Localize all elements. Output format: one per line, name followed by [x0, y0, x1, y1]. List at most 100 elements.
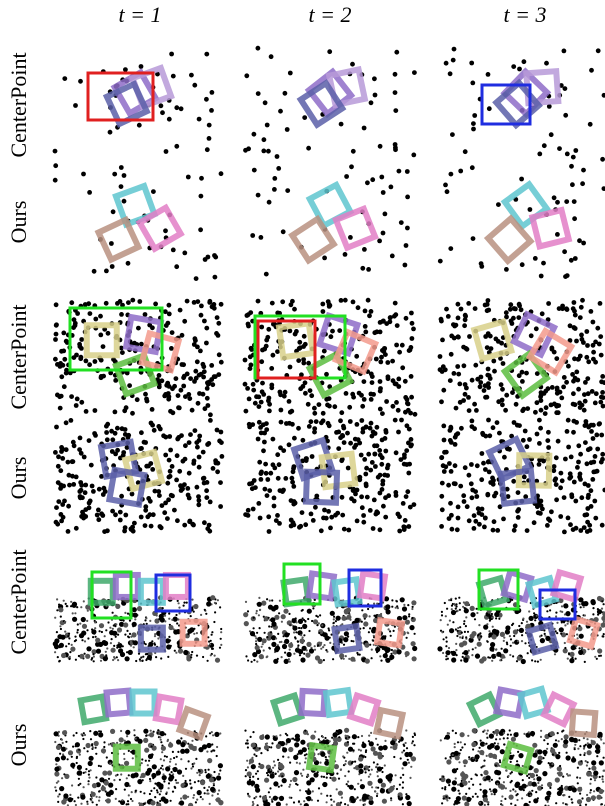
point — [560, 478, 565, 483]
point — [261, 601, 266, 606]
point — [104, 635, 106, 637]
point — [412, 646, 417, 651]
point — [468, 787, 470, 789]
point — [359, 799, 361, 801]
point — [576, 634, 578, 636]
point — [408, 752, 413, 757]
point — [566, 445, 571, 450]
point — [510, 761, 512, 763]
point — [485, 493, 490, 498]
point — [455, 649, 457, 651]
point — [158, 783, 163, 788]
point — [130, 298, 135, 303]
point — [447, 624, 449, 626]
point — [115, 636, 117, 638]
point — [470, 612, 475, 617]
point — [364, 756, 366, 758]
point — [349, 164, 354, 169]
point — [541, 784, 543, 786]
point — [405, 729, 407, 731]
point — [248, 354, 253, 359]
point — [507, 737, 509, 739]
point — [213, 771, 215, 773]
point — [256, 610, 258, 612]
point — [126, 300, 131, 305]
point — [344, 391, 349, 396]
point — [156, 770, 161, 775]
point — [294, 742, 299, 747]
point — [480, 635, 482, 637]
point — [391, 649, 393, 651]
point — [299, 638, 304, 643]
point — [569, 737, 574, 742]
point — [585, 529, 590, 534]
point — [104, 269, 109, 274]
point — [399, 457, 404, 462]
point — [329, 642, 331, 644]
point — [321, 411, 326, 416]
point — [517, 67, 522, 72]
point — [205, 386, 210, 391]
point — [300, 740, 305, 745]
point — [336, 616, 341, 621]
point — [201, 375, 206, 380]
track-box — [107, 691, 131, 715]
point — [545, 796, 550, 801]
point — [466, 301, 471, 306]
point — [200, 614, 202, 616]
point — [555, 754, 560, 759]
point — [444, 602, 446, 604]
point — [262, 347, 267, 352]
point — [475, 647, 477, 649]
point — [483, 765, 485, 767]
point — [414, 633, 416, 635]
point — [555, 739, 557, 741]
point — [58, 468, 63, 473]
point — [603, 757, 605, 759]
point — [186, 493, 191, 498]
point — [149, 421, 154, 426]
point — [550, 346, 555, 351]
point — [451, 605, 453, 607]
point — [486, 775, 491, 780]
point — [184, 748, 189, 753]
point — [600, 739, 602, 741]
point — [383, 212, 388, 217]
point — [439, 524, 444, 529]
point — [333, 618, 335, 620]
point — [603, 633, 605, 635]
point — [492, 519, 497, 524]
point — [160, 657, 162, 659]
point — [489, 620, 491, 622]
point — [560, 633, 562, 635]
point — [267, 200, 272, 205]
point — [103, 746, 105, 748]
point — [558, 485, 563, 490]
point — [307, 618, 309, 620]
point — [293, 653, 295, 655]
point — [338, 778, 340, 780]
point — [129, 620, 131, 622]
point — [582, 392, 587, 397]
point — [363, 330, 368, 335]
point — [348, 736, 350, 738]
point — [475, 760, 477, 762]
point — [58, 731, 60, 733]
point — [57, 656, 59, 658]
point — [479, 802, 481, 804]
point — [363, 613, 368, 618]
point — [167, 656, 169, 658]
point — [159, 103, 164, 108]
point — [210, 90, 215, 95]
point — [64, 621, 66, 623]
point — [441, 787, 443, 789]
point — [555, 615, 557, 617]
point — [531, 790, 533, 792]
point — [68, 750, 73, 755]
point — [374, 357, 379, 362]
point — [117, 634, 119, 636]
point — [378, 778, 383, 783]
point — [280, 299, 285, 304]
point — [54, 425, 59, 430]
point — [465, 636, 467, 638]
